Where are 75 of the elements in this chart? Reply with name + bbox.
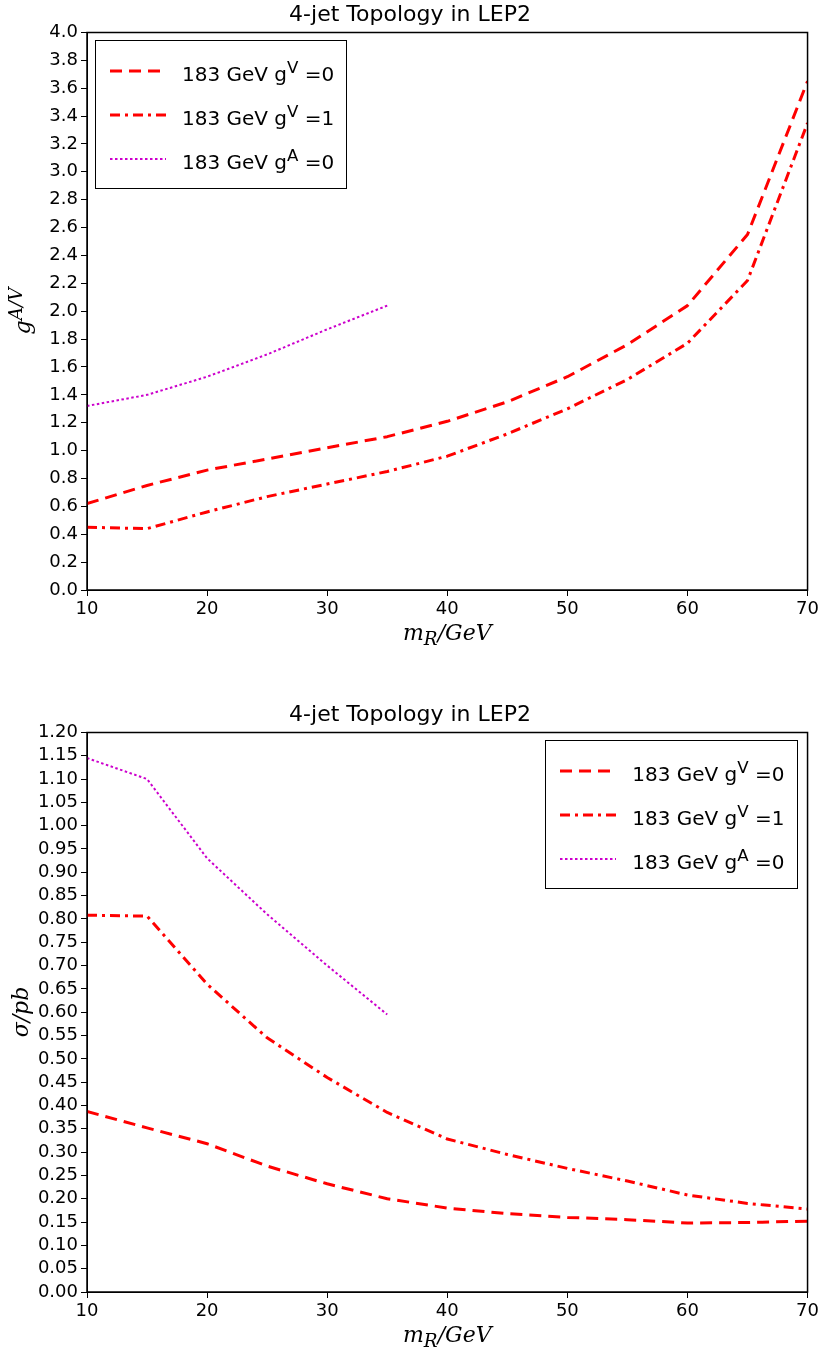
x-tick-label: 50 [555,597,579,619]
y-tick-label: 4.0 [49,20,78,42]
legend-label: 183 GeV g$^{A}$ =0 [182,144,335,176]
legend-label: 183 GeV g$^{V}$ =0 [632,757,785,789]
y-tick-label: 0.00 [37,1279,78,1301]
y-tick-label: 1.2 [49,410,78,432]
x-tick-label: 50 [555,1299,579,1321]
y-tick-label: 1.10 [37,766,78,788]
legend-label: 183 GeV g$^{V}$ =0 [182,57,335,89]
x-tick-label: 70 [796,597,819,619]
y-tick-label: 0.4 [49,521,78,543]
line-series [87,304,389,407]
x-tick-label: 60 [676,597,699,619]
y-tick-label: 0.20 [37,1186,78,1208]
y-tick-label: 0.05 [37,1256,78,1278]
y-tick-label: 0.70 [37,953,78,975]
legend-label: 183 GeV g$^{V}$ =1 [182,101,335,132]
y-tick-label: 2.4 [49,243,78,265]
x-tick-label: 10 [75,1299,99,1321]
line-series [87,913,808,1211]
y-tick-label: 0.40 [37,1093,78,1115]
chart-title: 4-jet Topology in LEP2 [289,0,531,26]
line-series [87,757,389,1016]
y-tick-label: 0.2 [49,549,78,571]
y-axis-title: σ/pb [7,986,33,1038]
y-tick-label: 0.60 [37,999,78,1021]
x-tick-label: 30 [315,597,339,619]
y-tick-label: 0.10 [37,1233,78,1255]
y-tick-label: 0.45 [37,1069,78,1091]
y-tick-label: 1.0 [49,438,78,460]
y-tick-label: 3.6 [49,75,78,97]
y-tick-label: 1.8 [49,326,78,348]
x-tick-label: 10 [75,597,99,619]
y-tick-label: 1.4 [49,382,78,404]
y-tick-label: 3.2 [49,131,78,153]
x-tick-label: 40 [435,597,459,619]
y-tick-label: 0.80 [37,906,78,928]
x-tick-label: 20 [195,1299,219,1321]
y-tick-label: 2.0 [49,298,78,320]
y-tick-label: 2.6 [49,215,78,237]
y-tick-label: 0.90 [37,859,78,881]
y-tick-label: 0.55 [37,1023,78,1045]
legend-label: 183 GeV g$^{V}$ =1 [632,801,785,832]
chart-title: 4-jet Topology in LEP2 [289,700,531,726]
x-tick-label: 60 [676,1299,699,1321]
y-tick-label: 2.8 [49,187,78,209]
y-tick-label: 0.75 [37,929,78,951]
y-tick-label: 1.15 [37,743,78,765]
y-tick-label: 3.0 [49,159,78,181]
y-tick-label: 1.20 [37,720,78,742]
x-axis-title: m$_{R}$/GeV [401,620,495,650]
x-tick-label: 40 [435,1299,459,1321]
y-tick-label: 0.6 [49,494,78,516]
y-tick-label: 0.15 [37,1209,78,1231]
y-tick-label: 0.65 [37,976,78,998]
y-tick-label: 0.85 [37,883,78,905]
y-tick-label: 0.8 [49,466,78,488]
line-series [87,1110,808,1225]
y-tick-label: 0.95 [37,836,78,858]
x-tick-label: 20 [195,597,219,619]
legend-label: 183 GeV g$^{A}$ =0 [632,844,785,876]
y-tick-label: 3.8 [49,47,78,69]
y-tick-label: 2.2 [49,270,78,292]
y-tick-label: 0.50 [37,1046,78,1068]
y-tick-label: 1.00 [37,813,78,835]
y-tick-label: 0.35 [37,1116,78,1138]
y-tick-label: 0.30 [37,1139,78,1161]
y-tick-label: 1.6 [49,354,78,376]
y-tick-label: 0.25 [37,1163,78,1185]
x-axis-title: m$_{R}$/GeV [401,1322,495,1352]
y-tick-label: 0.0 [49,577,78,599]
y-tick-label: 3.4 [49,103,78,125]
x-tick-label: 70 [796,1299,819,1321]
x-tick-label: 30 [315,1299,339,1321]
y-tick-label: 1.05 [37,790,78,812]
